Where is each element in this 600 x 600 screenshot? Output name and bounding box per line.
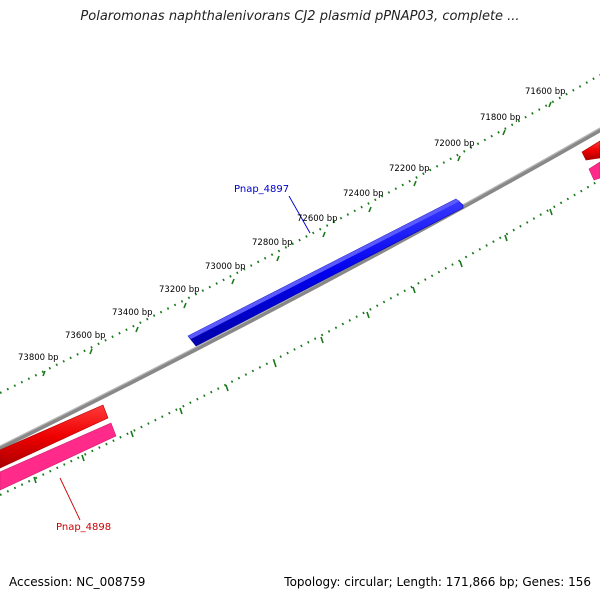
tick-label: 72400 bp <box>343 189 384 199</box>
tick-label: 73600 bp <box>65 331 106 341</box>
gene-pnap-4897-bevel <box>188 199 460 339</box>
gene-edge-right-body[interactable] <box>581 140 600 161</box>
gene-pnap-4897-leader <box>288 195 311 234</box>
map-title: Polaromonas naphthalenivorans CJ2 plasmi… <box>80 9 520 24</box>
tick-label: 71600 bp <box>525 87 566 97</box>
gene-pnap-4898-shadow <box>0 422 117 491</box>
gene-label-pnap-4898[interactable]: Pnap_4898 <box>56 522 111 533</box>
tick-label: 73400 bp <box>112 308 153 318</box>
tick-label: 73800 bp <box>18 353 59 363</box>
gene-label-pnap-4897[interactable]: Pnap_4897 <box>234 184 289 195</box>
tick-label: 72000 bp <box>434 139 475 149</box>
inner-tick-ring <box>0 179 600 496</box>
tick-labels: 71600 bp 71800 bp 72000 bp 72200 bp 7240… <box>18 87 566 363</box>
gene-edge-right-shadow <box>588 161 600 181</box>
gene-pnap-4898-body[interactable] <box>0 404 109 469</box>
tick-label: 72600 bp <box>297 214 338 224</box>
tick-label: 72800 bp <box>252 238 293 248</box>
tick-label: 71800 bp <box>480 113 521 123</box>
outer-major-ticks <box>42 101 552 377</box>
plasmid-backbone-highlight <box>0 127 600 447</box>
gene-pnap-4898-leader <box>59 477 81 521</box>
inner-major-ticks <box>33 208 553 484</box>
plasmid-backbone <box>0 127 600 451</box>
topology-summary: Topology: circular; Length: 171,866 bp; … <box>284 575 591 589</box>
tick-label: 72200 bp <box>389 164 430 174</box>
tick-label: 73200 bp <box>159 285 200 295</box>
tick-label: 73000 bp <box>205 262 246 272</box>
accession-label: Accession: NC_008759 <box>9 575 146 589</box>
